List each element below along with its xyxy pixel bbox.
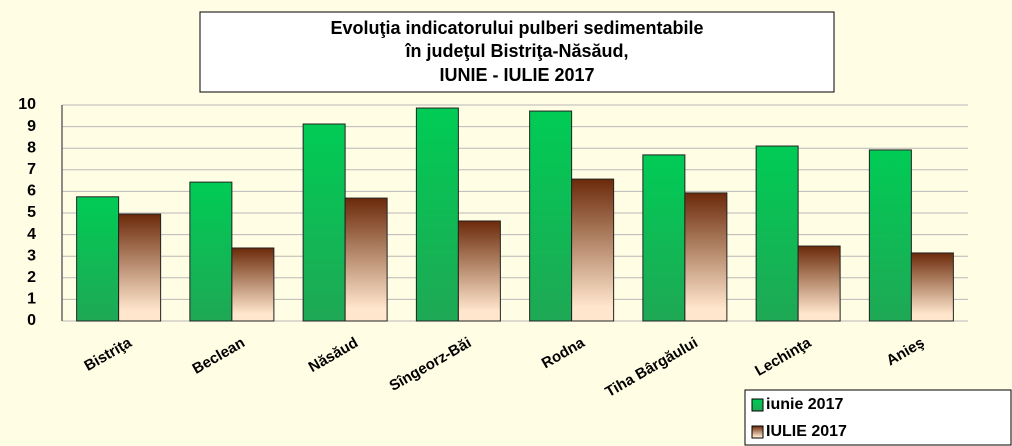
bar xyxy=(797,245,841,322)
bar xyxy=(457,220,501,322)
chart-title: în judeţul Bistriţa-Năsăud, xyxy=(404,41,628,61)
y-tick-label: 3 xyxy=(27,247,36,264)
y-tick-label: 5 xyxy=(27,204,36,221)
x-tick-label: Beclean xyxy=(190,334,248,377)
bar xyxy=(684,192,728,322)
bar xyxy=(118,213,162,322)
bar xyxy=(231,247,275,322)
y-tick-label: 8 xyxy=(27,139,36,156)
bar xyxy=(415,107,459,322)
chart-title: Evoluţia indicatorului pulberi sedimenta… xyxy=(330,18,703,38)
legend-swatch xyxy=(751,425,764,439)
bar xyxy=(189,181,233,322)
bar xyxy=(642,154,686,322)
bar xyxy=(910,252,954,322)
bar xyxy=(755,145,799,322)
legend-box xyxy=(744,389,1012,446)
y-tick-label: 10 xyxy=(18,96,36,113)
x-tick-label: Bistriţa xyxy=(81,334,135,375)
legend-label: IULIE 2017 xyxy=(766,423,847,440)
bar xyxy=(302,123,346,322)
legend-swatch xyxy=(751,398,764,412)
bar xyxy=(529,110,573,322)
x-tick-label: Tiha Bârgăului xyxy=(602,334,700,401)
bar xyxy=(868,149,912,322)
x-tick-label: Năsăud xyxy=(306,334,361,376)
title-box xyxy=(199,11,835,93)
x-tick-label: Anieş xyxy=(883,334,927,369)
y-tick-label: 9 xyxy=(27,118,36,135)
x-tick-label: Rodna xyxy=(539,334,588,372)
y-tick-label: 0 xyxy=(27,312,36,329)
x-tick-label: Sîngeorz-Băi xyxy=(386,334,474,395)
bar xyxy=(344,197,388,322)
legend-label: iunie 2017 xyxy=(766,396,843,413)
y-tick-label: 1 xyxy=(27,291,36,308)
bar xyxy=(571,178,615,322)
x-tick-label: Lechinţa xyxy=(752,334,814,380)
bar xyxy=(76,196,120,322)
y-tick-label: 2 xyxy=(27,269,36,286)
y-tick-label: 4 xyxy=(27,226,36,243)
chart-title: IUNIE - IULIE 2017 xyxy=(439,65,594,85)
y-tick-label: 7 xyxy=(27,161,36,178)
y-tick-label: 6 xyxy=(27,183,36,200)
